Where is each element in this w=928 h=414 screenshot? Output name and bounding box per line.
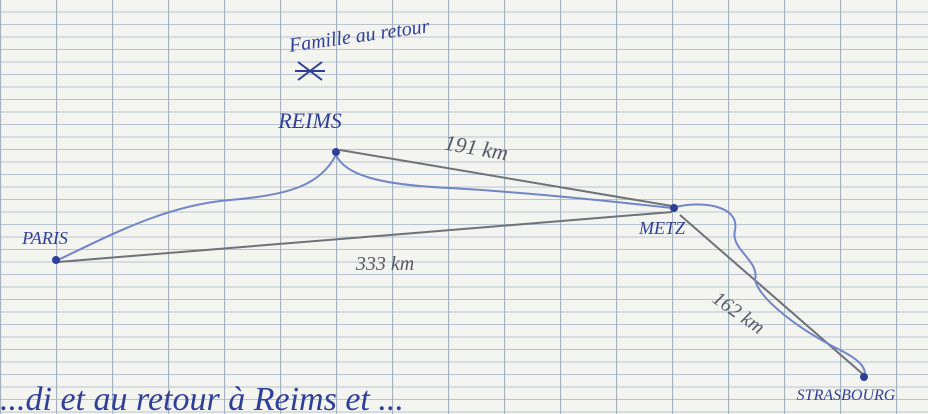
city-label: PARIS xyxy=(21,228,68,248)
star xyxy=(295,61,325,81)
city-label: REIMS xyxy=(277,108,342,133)
city-label: STRASBOURG xyxy=(797,387,896,404)
routes xyxy=(57,149,866,377)
city-dots xyxy=(52,148,868,381)
city-label: METZ xyxy=(638,218,686,238)
distance-label: 333 km xyxy=(355,253,414,275)
footer-note: ...di et au retour à Reims et ... xyxy=(0,381,404,414)
